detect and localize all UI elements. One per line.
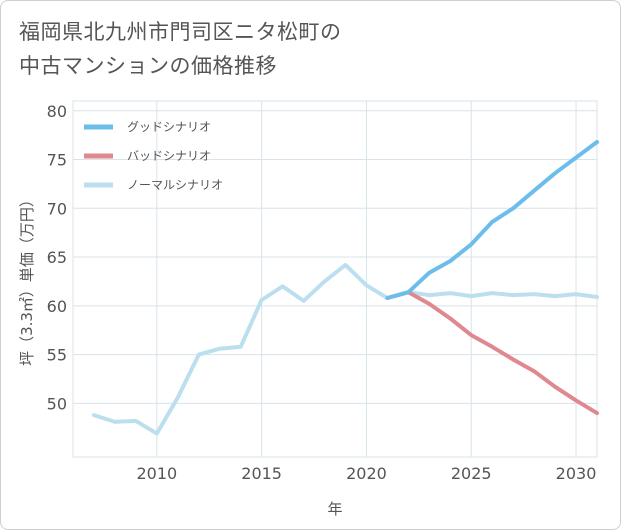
plot-area — [72, 100, 598, 458]
x-tick-label: 2015 — [241, 464, 282, 483]
y-tick-label: 75 — [47, 151, 67, 170]
chart-title: 福岡県北九州市門司区ニタ松町の 中古マンションの価格推移 — [19, 15, 579, 83]
series-line-bad — [385, 290, 599, 416]
x-tick-label: 2020 — [346, 464, 387, 483]
chart-title-line-2: 中古マンションの価格推移 — [19, 54, 277, 78]
y-tick-label: 70 — [47, 199, 67, 218]
y-axis-label: 坪（3.3㎡）単価（万円） — [18, 192, 36, 366]
axes: 50 55 60 65 70 75 80 2010 2015 2020 2025 2030 — [47, 102, 597, 483]
x-tick-label: 2025 — [451, 464, 492, 483]
legend-label: グッドシナリオ — [127, 120, 211, 134]
legend-label: バッドシナリオ — [127, 149, 211, 163]
series-lines — [92, 140, 599, 436]
y-tick-label: 65 — [47, 248, 67, 267]
x-tick-label: 2030 — [556, 464, 597, 483]
y-tick-label: 60 — [47, 297, 67, 316]
legend-label: ノーマルシナリオ — [127, 178, 223, 192]
chart-title-line-1: 福岡県北九州市門司区ニタ松町の — [19, 20, 342, 44]
y-tick-label: 55 — [47, 346, 67, 365]
series-line-normal — [92, 262, 599, 436]
x-axis-label: 年 — [327, 500, 342, 518]
series-line-good — [385, 140, 599, 300]
x-tick-label: 2010 — [136, 464, 177, 483]
y-tick-label: 80 — [47, 102, 67, 121]
y-tick-label: 50 — [47, 394, 67, 413]
